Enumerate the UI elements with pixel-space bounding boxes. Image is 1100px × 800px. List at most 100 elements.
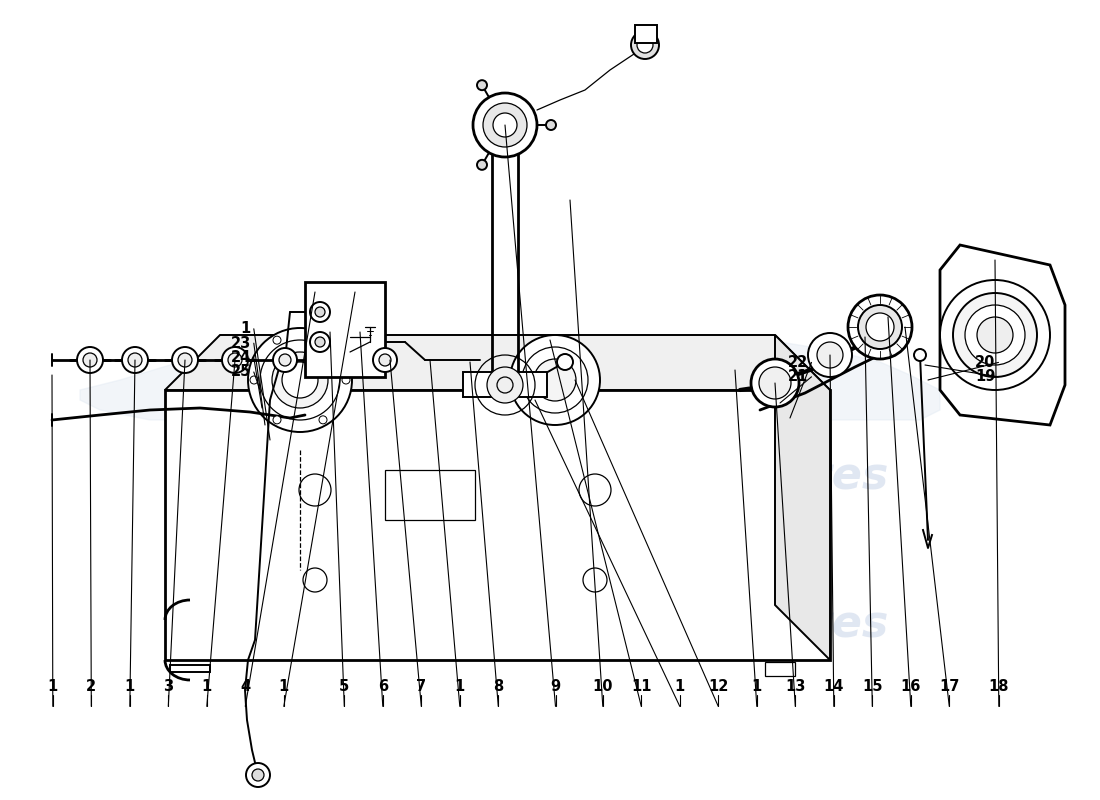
Circle shape (272, 352, 328, 408)
Circle shape (914, 349, 926, 361)
Text: 21: 21 (788, 370, 808, 384)
Circle shape (510, 335, 600, 425)
Polygon shape (500, 342, 940, 420)
Text: 18: 18 (989, 679, 1009, 694)
Bar (305, 282, 385, 377)
Text: 20: 20 (975, 355, 996, 370)
Circle shape (477, 80, 487, 90)
Circle shape (473, 93, 537, 157)
Circle shape (319, 416, 327, 424)
Text: 9: 9 (550, 679, 561, 694)
Circle shape (631, 31, 659, 59)
Polygon shape (940, 245, 1065, 425)
Circle shape (252, 769, 264, 781)
Text: 24: 24 (231, 350, 251, 365)
Circle shape (977, 317, 1013, 353)
Circle shape (637, 37, 653, 53)
Circle shape (260, 340, 340, 420)
Text: eurospares: eurospares (167, 602, 449, 646)
Polygon shape (170, 665, 210, 672)
Circle shape (477, 160, 487, 170)
Circle shape (373, 348, 397, 372)
Text: 15: 15 (862, 679, 882, 694)
Circle shape (282, 362, 318, 398)
Circle shape (759, 367, 791, 399)
Circle shape (315, 337, 324, 347)
Circle shape (848, 295, 912, 359)
Circle shape (315, 307, 324, 317)
Circle shape (273, 416, 280, 424)
Circle shape (940, 280, 1050, 390)
Text: 1: 1 (241, 322, 251, 336)
Circle shape (77, 347, 103, 373)
Text: 3: 3 (163, 679, 174, 694)
Circle shape (310, 302, 330, 322)
Text: 12: 12 (708, 679, 728, 694)
Circle shape (319, 336, 327, 344)
Text: 11: 11 (631, 679, 651, 694)
Circle shape (128, 353, 142, 367)
Circle shape (858, 305, 902, 349)
Text: 2: 2 (86, 679, 97, 694)
Text: 1: 1 (124, 679, 135, 694)
Circle shape (487, 367, 522, 403)
Circle shape (250, 376, 258, 384)
Circle shape (273, 348, 297, 372)
Circle shape (493, 113, 517, 137)
Text: 22: 22 (789, 355, 808, 370)
Circle shape (82, 353, 97, 367)
Text: 17: 17 (939, 679, 959, 694)
Text: 25: 25 (230, 365, 251, 379)
Text: 8: 8 (493, 679, 504, 694)
Text: 7: 7 (416, 679, 427, 694)
Circle shape (546, 120, 556, 130)
Circle shape (310, 332, 330, 352)
Circle shape (246, 763, 270, 787)
Circle shape (866, 313, 894, 341)
Circle shape (379, 354, 390, 366)
Text: 19: 19 (975, 370, 996, 384)
Circle shape (342, 376, 350, 384)
Circle shape (122, 347, 149, 373)
Circle shape (534, 359, 576, 401)
Text: 4: 4 (240, 679, 251, 694)
Circle shape (279, 354, 292, 366)
Bar (635, 25, 657, 43)
Circle shape (273, 336, 280, 344)
Polygon shape (80, 342, 520, 420)
Text: 1: 1 (47, 679, 58, 694)
Circle shape (953, 293, 1037, 377)
Circle shape (228, 353, 242, 367)
Circle shape (965, 305, 1025, 365)
Text: 1: 1 (674, 679, 685, 694)
Text: 23: 23 (231, 336, 251, 350)
Text: 14: 14 (824, 679, 844, 694)
Circle shape (751, 359, 799, 407)
Circle shape (808, 333, 852, 377)
Text: 1: 1 (201, 679, 212, 694)
Text: 13: 13 (785, 679, 805, 694)
Polygon shape (165, 335, 830, 390)
Circle shape (248, 328, 352, 432)
Text: 6: 6 (377, 679, 388, 694)
Bar (764, 662, 795, 676)
Circle shape (172, 347, 198, 373)
Text: 1: 1 (751, 679, 762, 694)
Circle shape (817, 342, 843, 368)
Text: 5: 5 (339, 679, 350, 694)
Text: 16: 16 (901, 679, 921, 694)
Text: 1: 1 (454, 679, 465, 694)
Text: 1: 1 (278, 679, 289, 694)
Bar (385, 470, 475, 520)
Bar (463, 372, 547, 397)
Polygon shape (776, 335, 830, 660)
Circle shape (522, 347, 588, 413)
Text: eurospares: eurospares (607, 454, 889, 498)
Text: eurospares: eurospares (607, 602, 889, 646)
Circle shape (557, 354, 573, 370)
Text: 10: 10 (593, 679, 613, 694)
Circle shape (222, 347, 248, 373)
Text: eurospares: eurospares (167, 454, 449, 498)
Circle shape (178, 353, 192, 367)
Polygon shape (165, 390, 830, 660)
